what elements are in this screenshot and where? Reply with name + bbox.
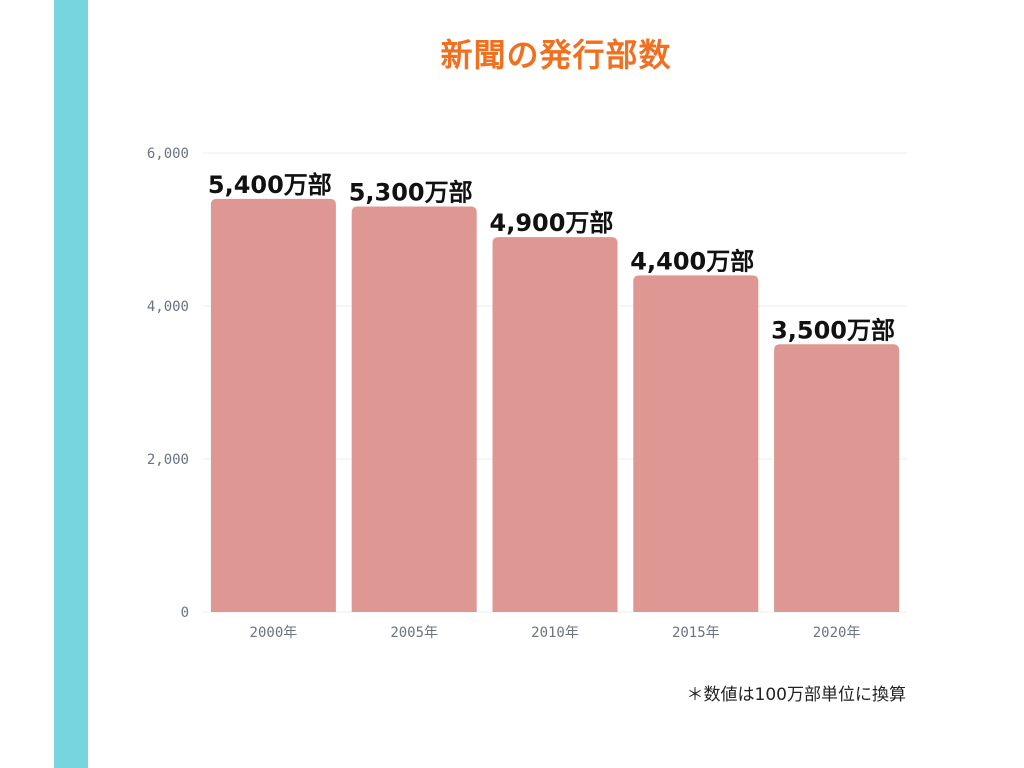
y-tick-label: 4,000 xyxy=(147,299,189,315)
axis-layer: 0 2,000 4,000 6,000 2000年 2005年 2010年 2015年 2020… xyxy=(147,146,861,641)
x-tick-label: 2005年 xyxy=(390,625,438,641)
label-layer: 5,400万部 5,300万部 4,900万部 4,400万部 3,500万部 xyxy=(208,171,895,344)
bar xyxy=(210,198,336,612)
bar xyxy=(492,237,618,612)
data-label: 5,400万部 xyxy=(208,171,332,199)
x-tick-label: 2010年 xyxy=(531,625,579,641)
footnote: ＊数値は100万部単位に換算 xyxy=(686,685,906,705)
bar xyxy=(774,344,900,612)
data-label: 4,900万部 xyxy=(490,209,614,237)
data-label: 3,500万部 xyxy=(771,316,895,344)
side-stripe xyxy=(54,0,88,768)
y-tick-label: 0 xyxy=(181,605,189,621)
x-tick-label: 2020年 xyxy=(813,625,861,641)
bar xyxy=(633,275,759,612)
data-label: 5,300万部 xyxy=(349,179,473,207)
bar-layer xyxy=(210,198,900,613)
chart-title: 新聞の発行部数 xyxy=(440,36,672,74)
x-tick-label: 2000年 xyxy=(250,625,298,641)
bar xyxy=(351,206,477,613)
x-tick-label: 2015年 xyxy=(672,625,720,641)
y-tick-label: 6,000 xyxy=(147,146,189,162)
data-label: 4,400万部 xyxy=(630,247,754,275)
y-tick-label: 2,000 xyxy=(147,452,189,468)
